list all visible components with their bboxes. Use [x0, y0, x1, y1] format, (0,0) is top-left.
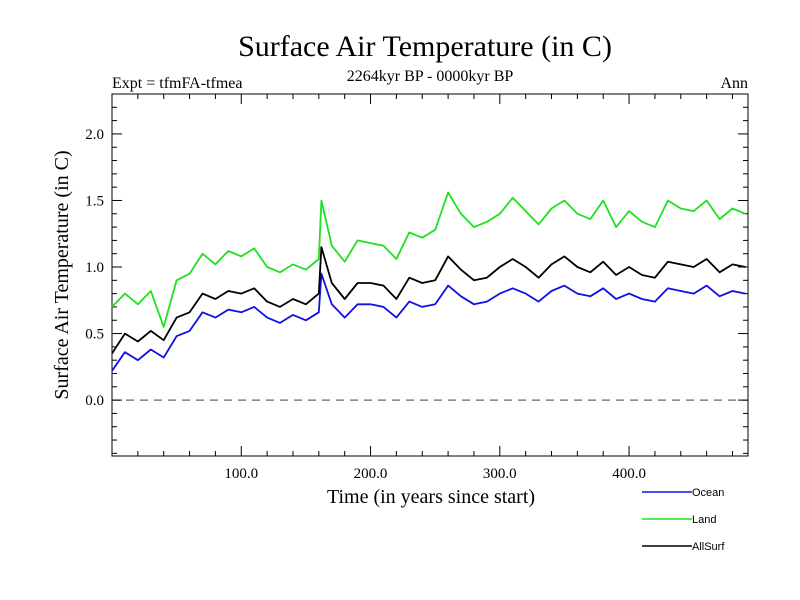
- y-tick-label: 1.5: [85, 193, 104, 209]
- x-axis-label: Time (in years since start): [327, 486, 535, 508]
- y-tick-label: 2.0: [85, 127, 104, 143]
- series-line-ocean: [111, 272, 746, 372]
- experiment-annotation: Expt = tfmFA-tfmea: [112, 75, 242, 92]
- x-tick-label: 100.0: [224, 466, 258, 482]
- plot-frame: [111, 93, 749, 457]
- y-tick-label: 1.0: [85, 260, 104, 276]
- series-line-land: [111, 191, 746, 328]
- chart-subtitle: 2264kyr BP - 0000kyr BP: [347, 68, 514, 85]
- legend-label-land: Land: [692, 514, 716, 526]
- x-tick-label: 200.0: [354, 466, 388, 482]
- plot-area: 100.0 200.0 300.0 400.0 0.0 0.5 1.0 1.5 2.0: [85, 93, 749, 482]
- legend-label-ocean: Ocean: [692, 487, 724, 499]
- series-line-allsurf: [111, 246, 746, 354]
- y-tick-label: 0.5: [85, 327, 104, 343]
- legend: Ocean Land AllSurf: [642, 487, 725, 553]
- legend-label-allsurf: AllSurf: [692, 541, 725, 553]
- y-axis-label: Surface Air Temperature (in C): [51, 150, 73, 399]
- x-tick-label: 400.0: [612, 466, 646, 482]
- season-annotation: Ann: [720, 75, 748, 92]
- y-tick-label: 0.0: [85, 393, 104, 409]
- chart-title: Surface Air Temperature (in C): [238, 30, 612, 63]
- x-tick-label: 300.0: [483, 466, 517, 482]
